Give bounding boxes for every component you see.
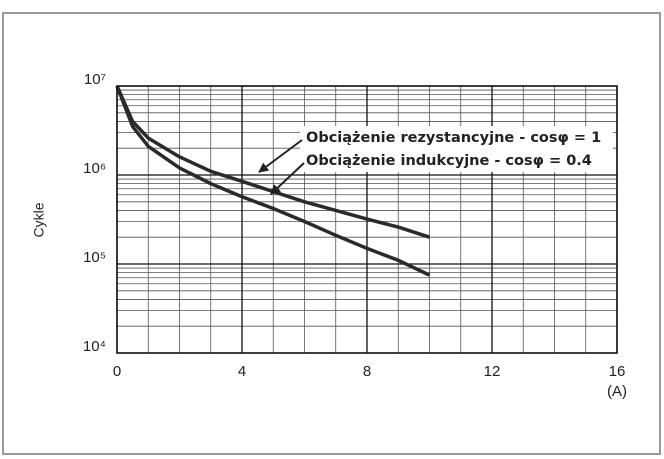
annotation: Obciążenie indukcyjne - cosφ = 0.4 bbox=[306, 153, 592, 169]
curve bbox=[115, 85, 431, 277]
annotation-bg bbox=[300, 126, 613, 172]
plot-border bbox=[116, 85, 618, 354]
y-tick-label: 10⁶ bbox=[83, 160, 106, 177]
x-tick-label: 12 bbox=[484, 363, 501, 380]
y-tick-label: 10⁵ bbox=[83, 249, 106, 266]
arrow bbox=[270, 162, 305, 195]
y-tick-label: 10⁴ bbox=[83, 338, 106, 355]
arrow bbox=[258, 139, 303, 173]
x-tick-label: 16 bbox=[609, 363, 626, 380]
x-tick-label: 0 bbox=[113, 363, 121, 380]
x-tick-label: 4 bbox=[238, 363, 246, 380]
x-unit: (A) bbox=[607, 383, 627, 400]
y-axis-label: Cykle bbox=[31, 202, 47, 237]
frame bbox=[2, 12, 661, 455]
annotation: Obciążenie rezystancyjne - cosφ = 1 bbox=[306, 130, 601, 146]
curve bbox=[115, 85, 431, 239]
y-tick-label: 10⁷ bbox=[84, 71, 106, 88]
x-tick-label: 8 bbox=[363, 363, 371, 380]
